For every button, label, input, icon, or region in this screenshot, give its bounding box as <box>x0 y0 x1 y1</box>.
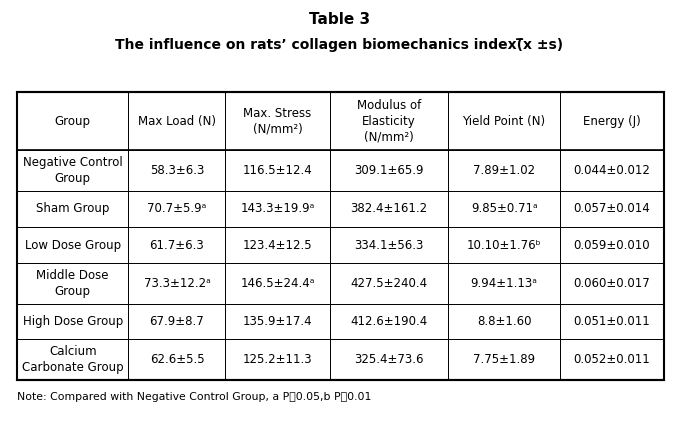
Text: 0.057±0.014: 0.057±0.014 <box>574 202 650 215</box>
Text: Max. Stress
(N/mm²): Max. Stress (N/mm²) <box>244 106 312 136</box>
Text: 7.89±1.02: 7.89±1.02 <box>473 164 535 177</box>
Bar <box>330 190 448 227</box>
Text: 9.85±0.71ᵃ: 9.85±0.71ᵃ <box>471 202 537 215</box>
Text: 7.75±1.89: 7.75±1.89 <box>473 353 535 366</box>
Bar <box>128 150 225 190</box>
Text: 123.4±12.5: 123.4±12.5 <box>243 239 312 252</box>
Text: 309.1±65.9: 309.1±65.9 <box>354 164 424 177</box>
Text: 67.9±8.7: 67.9±8.7 <box>149 315 204 328</box>
Bar <box>559 227 664 263</box>
Text: Middle Dose
Group: Middle Dose Group <box>37 269 109 298</box>
Text: Table 3: Table 3 <box>309 12 370 27</box>
Text: 135.9±17.4: 135.9±17.4 <box>243 315 312 328</box>
Text: 62.6±5.5: 62.6±5.5 <box>149 353 204 366</box>
Text: 0.059±0.010: 0.059±0.010 <box>574 239 650 252</box>
Bar <box>17 190 128 227</box>
Text: Group: Group <box>55 115 91 127</box>
Bar <box>448 263 559 304</box>
Bar <box>225 190 330 227</box>
Text: High Dose Group: High Dose Group <box>22 315 123 328</box>
Bar <box>559 92 664 150</box>
Bar <box>128 263 225 304</box>
Bar <box>17 92 128 150</box>
Text: Note: Compared with Negative Control Group, a P＜0.05,b P＜0.01: Note: Compared with Negative Control Gro… <box>17 392 371 402</box>
Bar <box>448 304 559 339</box>
Bar <box>559 263 664 304</box>
Bar <box>225 263 330 304</box>
Bar <box>128 190 225 227</box>
Bar <box>559 304 664 339</box>
Bar <box>448 190 559 227</box>
Text: Yield Point (N): Yield Point (N) <box>462 115 546 127</box>
Text: 0.044±0.012: 0.044±0.012 <box>574 164 650 177</box>
Bar <box>330 227 448 263</box>
Bar <box>330 304 448 339</box>
Bar <box>559 339 664 380</box>
Text: Energy (J): Energy (J) <box>583 115 641 127</box>
Bar <box>17 92 664 380</box>
Text: 73.3±12.2ᵃ: 73.3±12.2ᵃ <box>143 277 210 290</box>
Text: The influence on rats’ collagen biomechanics index(̅x ±s): The influence on rats’ collagen biomecha… <box>115 38 564 52</box>
Text: 0.051±0.011: 0.051±0.011 <box>574 315 650 328</box>
Bar <box>128 339 225 380</box>
Bar <box>17 304 128 339</box>
Bar <box>128 92 225 150</box>
Text: 325.4±73.6: 325.4±73.6 <box>354 353 424 366</box>
Bar <box>225 150 330 190</box>
Bar <box>448 339 559 380</box>
Text: 10.10±1.76ᵇ: 10.10±1.76ᵇ <box>466 239 541 252</box>
Text: 58.3±6.3: 58.3±6.3 <box>150 164 204 177</box>
Text: 125.2±11.3: 125.2±11.3 <box>243 353 312 366</box>
Text: Negative Control
Group: Negative Control Group <box>23 156 123 185</box>
Bar <box>225 339 330 380</box>
Text: Modulus of
Elasticity
(N/mm²): Modulus of Elasticity (N/mm²) <box>357 99 421 144</box>
Bar <box>17 227 128 263</box>
Bar <box>17 339 128 380</box>
Bar <box>448 150 559 190</box>
Bar <box>559 190 664 227</box>
Text: 70.7±5.9ᵃ: 70.7±5.9ᵃ <box>147 202 206 215</box>
Bar <box>128 227 225 263</box>
Bar <box>330 339 448 380</box>
Bar <box>330 263 448 304</box>
Bar <box>330 92 448 150</box>
Bar <box>225 304 330 339</box>
Bar <box>559 150 664 190</box>
Text: 427.5±240.4: 427.5±240.4 <box>350 277 428 290</box>
Text: 143.3±19.9ᵃ: 143.3±19.9ᵃ <box>240 202 315 215</box>
Bar <box>17 263 128 304</box>
Text: Max Load (N): Max Load (N) <box>138 115 216 127</box>
Bar <box>17 150 128 190</box>
Text: 0.052±0.011: 0.052±0.011 <box>574 353 650 366</box>
Text: Sham Group: Sham Group <box>36 202 109 215</box>
Text: Low Dose Group: Low Dose Group <box>24 239 121 252</box>
Text: 116.5±12.4: 116.5±12.4 <box>242 164 312 177</box>
Bar <box>128 304 225 339</box>
Bar <box>448 227 559 263</box>
Bar <box>225 92 330 150</box>
Text: Calcium
Carbonate Group: Calcium Carbonate Group <box>22 345 124 374</box>
Bar <box>225 227 330 263</box>
Bar <box>448 92 559 150</box>
Text: 146.5±24.4ᵃ: 146.5±24.4ᵃ <box>240 277 315 290</box>
Text: 334.1±56.3: 334.1±56.3 <box>354 239 424 252</box>
Text: 61.7±6.3: 61.7±6.3 <box>149 239 204 252</box>
Text: 9.94±1.13ᵃ: 9.94±1.13ᵃ <box>471 277 538 290</box>
Text: 8.8±1.60: 8.8±1.60 <box>477 315 532 328</box>
Bar <box>330 150 448 190</box>
Text: 382.4±161.2: 382.4±161.2 <box>350 202 428 215</box>
Text: 412.6±190.4: 412.6±190.4 <box>350 315 428 328</box>
Text: 0.060±0.017: 0.060±0.017 <box>574 277 650 290</box>
